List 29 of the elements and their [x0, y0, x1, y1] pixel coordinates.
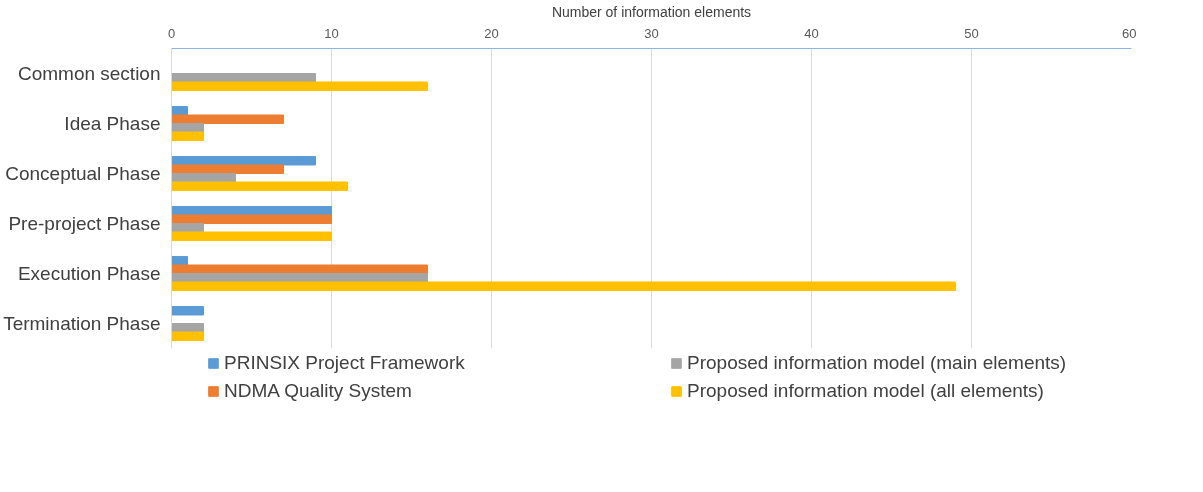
x-tick-label: 50 [964, 25, 979, 41]
y-tick-label: Execution Phase [17, 263, 161, 284]
bar [171, 181, 348, 192]
legend-label: Proposed information model (main elements) [687, 352, 1068, 374]
bar [171, 81, 428, 92]
legend-label: PRINSIX Project Framework [224, 352, 466, 374]
y-tick-label: Common section [17, 63, 161, 84]
y-tick-label: Idea Phase [64, 113, 161, 134]
x-axis-title: Number of information elements [551, 3, 752, 20]
x-tick-label: 0 [167, 25, 176, 41]
y-tick-label: Conceptual Phase [5, 163, 161, 184]
legend-label: Proposed information model (all elements) [687, 380, 1045, 402]
bar [171, 164, 284, 174]
x-tick-label: 10 [324, 25, 339, 41]
x-tick-label: 60 [1122, 25, 1137, 41]
x-tick-label: 40 [804, 25, 819, 41]
y-tick-label: Pre-project Phase [8, 213, 161, 234]
x-tick-label: 20 [484, 25, 499, 41]
y-tick-label: Termination Phase [3, 313, 161, 334]
x-tick-label: 30 [644, 25, 659, 41]
bar [171, 281, 956, 292]
legend-label: NDMA Quality System [224, 380, 413, 402]
bar [171, 131, 204, 142]
bar [171, 231, 332, 242]
bar [171, 264, 428, 274]
bar [171, 214, 332, 224]
bar [171, 114, 284, 124]
bar [171, 331, 204, 342]
bar [171, 305, 204, 316]
